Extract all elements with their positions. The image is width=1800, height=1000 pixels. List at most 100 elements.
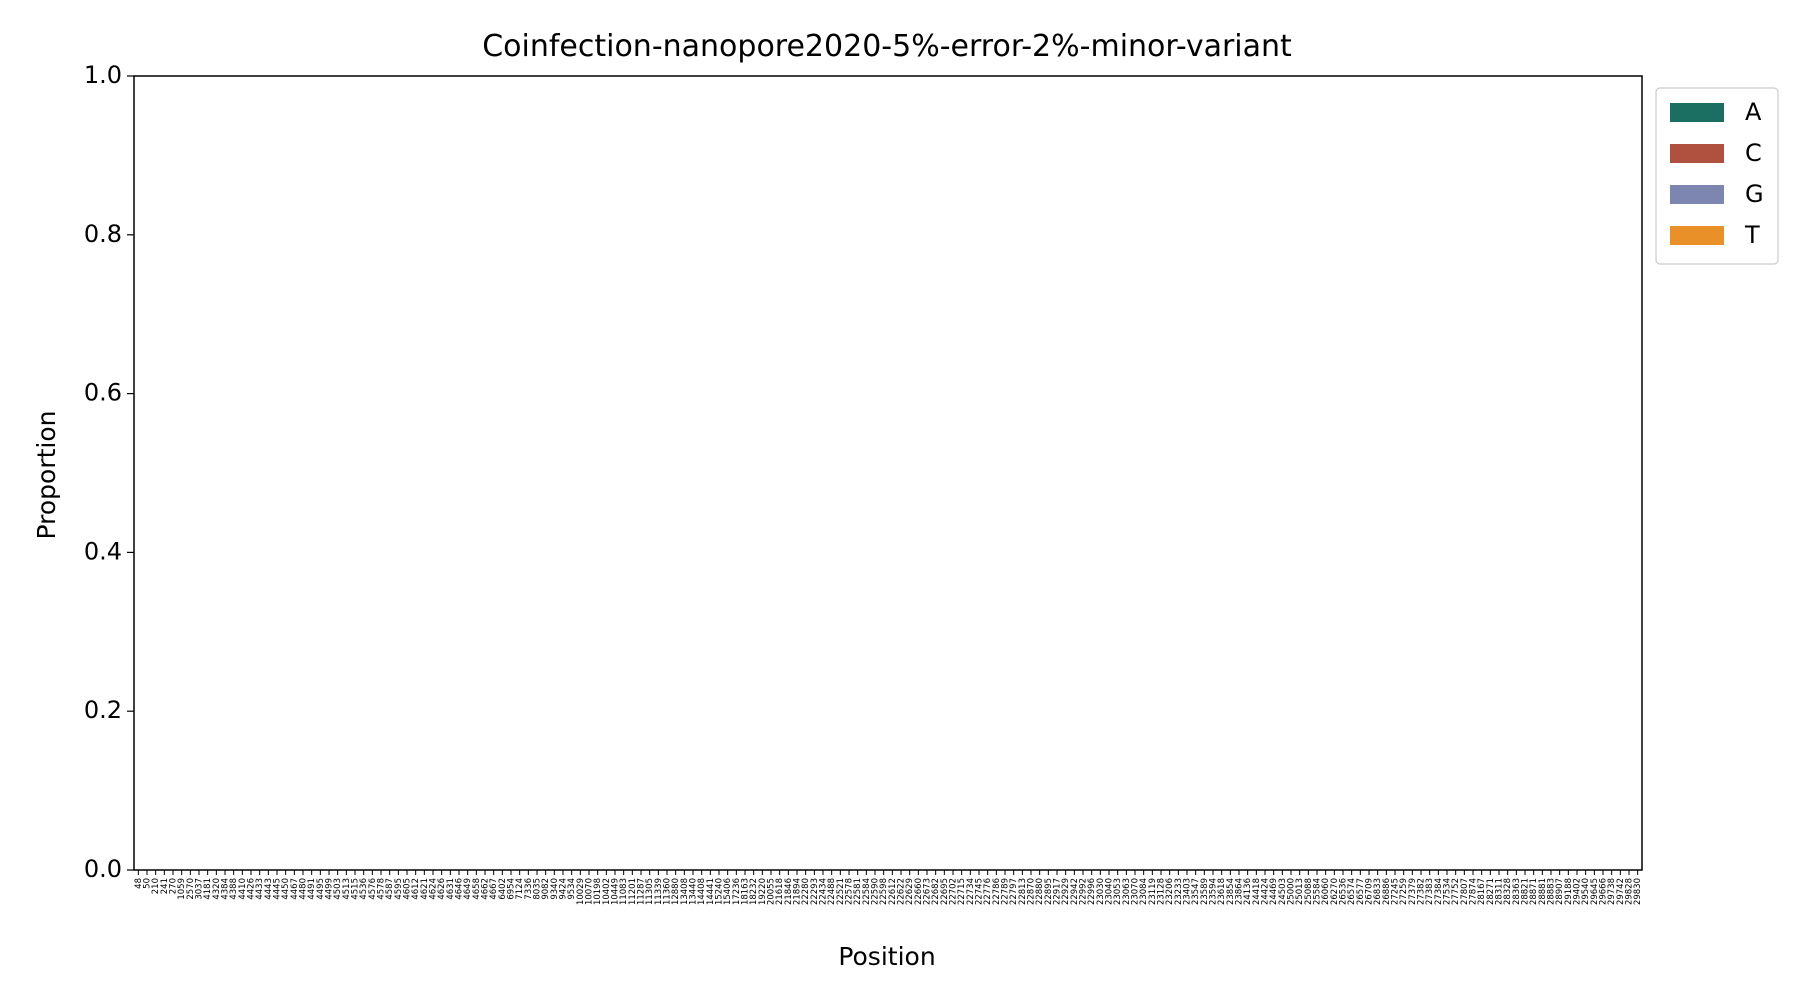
x-tick-label: 29830 <box>1633 878 1643 905</box>
x-tick-label: 48 <box>134 878 144 889</box>
x-tick-label: 29188 <box>1564 878 1574 905</box>
legend-label-G: G <box>1745 180 1764 208</box>
x-tick-label: 14441 <box>706 878 716 905</box>
x-tick-label: 29402 <box>1573 878 1583 905</box>
legend-swatch-T <box>1670 226 1724 245</box>
x-tick-label: 4443 <box>264 878 274 900</box>
x-tick-label: 22813 <box>1018 878 1028 905</box>
x-tick-label: 26886 <box>1382 878 1392 905</box>
x-tick-label: 26536 <box>1339 878 1349 905</box>
x-tick-label: 23403 <box>1183 878 1193 905</box>
x-tick-label: 29742 <box>1616 878 1626 905</box>
x-tick-label: 23030 <box>1096 878 1106 905</box>
x-tick-label: 22280 <box>801 878 811 905</box>
x-tick-label: 22293 <box>810 878 820 905</box>
x-tick-label: 4467 <box>290 878 300 900</box>
x-tick-label: 28871 <box>1529 878 1539 905</box>
x-tick-label: 28883 <box>1547 878 1557 905</box>
y-tick-label: 1.0 <box>84 61 122 89</box>
x-tick-label: 23040 <box>1105 878 1115 905</box>
x-tick-label: 15240 <box>715 878 725 905</box>
x-tick-label: 27382 <box>1417 878 1427 905</box>
x-tick-label: 22682 <box>931 878 941 905</box>
chart-title: Coinfection-nanopore2020-5%-error-2%-min… <box>482 29 1292 64</box>
x-tick-label: 7124 <box>515 878 525 900</box>
x-tick-label: 22660 <box>914 878 924 905</box>
x-tick-label: 22992 <box>1079 878 1089 905</box>
x-tick-label: 27383 <box>1425 878 1435 905</box>
x-tick-label: 4587 <box>385 878 395 900</box>
x-tick-label: 4480 <box>299 878 309 900</box>
x-tick-label: 3037 <box>195 878 205 900</box>
x-tick-label: 29666 <box>1599 878 1609 905</box>
x-tick-label: 22789 <box>1001 878 1011 905</box>
x-tick-label: 11305 <box>645 878 655 905</box>
x-tick-label: 9534 <box>567 878 577 900</box>
x-tick-label: 27534 <box>1443 878 1453 905</box>
x-tick-label: 4667 <box>489 878 499 900</box>
x-tick-label: 4388 <box>229 878 239 900</box>
x-tick-label: 4450 <box>281 878 291 900</box>
x-tick-label: 26833 <box>1373 878 1383 905</box>
x-tick-label: 10029 <box>576 878 586 905</box>
x-tick-label: 22734 <box>966 878 976 905</box>
x-tick-label: 28167 <box>1477 878 1487 905</box>
x-tick-label: 23070 <box>1131 878 1141 905</box>
x-tick-label: 22797 <box>1009 878 1019 905</box>
x-tick-label: 4658 <box>472 878 482 900</box>
x-tick-label: 8035 <box>533 878 543 900</box>
x-tick-label: 241 <box>160 878 170 894</box>
x-tick-label: 7336 <box>524 878 534 900</box>
x-tick-label: 26060 <box>1321 878 1331 905</box>
y-axis-label: Proportion <box>32 411 61 540</box>
x-tick-label: 4491 <box>307 878 317 900</box>
y-tick-label: 0.4 <box>84 537 122 565</box>
x-tick-label: 23547 <box>1191 878 1201 905</box>
x-tick-label: 4433 <box>255 878 265 900</box>
x-tick-label: 27874 <box>1469 878 1479 905</box>
x-tick-label: 6954 <box>507 878 517 900</box>
x-axis-label: Position <box>838 942 935 971</box>
x-tick-label: 4384 <box>221 878 231 900</box>
legend-swatch-G <box>1670 185 1724 204</box>
x-tick-label: 4576 <box>368 878 378 900</box>
legend-box <box>1655 87 1779 265</box>
x-tick-label: 2570 <box>186 878 196 900</box>
x-tick-label: 4605 <box>403 878 413 900</box>
x-tick-label: 22673 <box>923 878 933 905</box>
x-tick-label: 17236 <box>732 878 742 905</box>
x-tick-label: 19220 <box>758 878 768 905</box>
x-tick-label: 13440 <box>689 878 699 905</box>
x-tick-label: 24469 <box>1269 878 1279 905</box>
x-tick-label: 23864 <box>1235 878 1245 905</box>
x-tick-label: 28881 <box>1538 878 1548 905</box>
plot-frame <box>133 75 1643 871</box>
x-tick-label: 4503 <box>333 878 343 900</box>
x-tick-label: 24424 <box>1261 878 1271 905</box>
x-tick-label: 22629 <box>905 878 915 905</box>
x-tick-label: 23589 <box>1200 878 1210 905</box>
x-tick-label: 12880 <box>671 878 681 905</box>
x-tick-label: 21894 <box>793 878 803 905</box>
x-tick-label: 11360 <box>663 878 673 905</box>
y-tick-label: 0.6 <box>84 379 122 407</box>
y-tick-label: 0.8 <box>84 220 122 248</box>
x-tick-label: 4410 <box>238 878 248 900</box>
x-tick-label: 1059 <box>177 878 187 900</box>
x-tick-label: 4513 <box>342 878 352 900</box>
x-tick-label: 9340 <box>550 878 560 900</box>
x-tick-label: 23233 <box>1174 878 1184 905</box>
x-tick-label: 24136 <box>1243 878 1253 905</box>
x-tick-label: 4646 <box>455 878 465 900</box>
x-tick-label: 27807 <box>1460 878 1470 905</box>
x-tick-label: 22622 <box>897 878 907 905</box>
legend-label-C: C <box>1745 139 1762 167</box>
x-ticks: 4850210241270105925703037418143204384438… <box>134 870 1643 905</box>
x-tick-label: 20055 <box>767 878 777 905</box>
x-tick-label: 22870 <box>1027 878 1037 905</box>
x-tick-label: 4624 <box>429 878 439 900</box>
x-tick-label: 25013 <box>1295 878 1305 905</box>
x-tick-label: 28907 <box>1555 878 1565 905</box>
x-tick-label: 22929 <box>1061 878 1071 905</box>
